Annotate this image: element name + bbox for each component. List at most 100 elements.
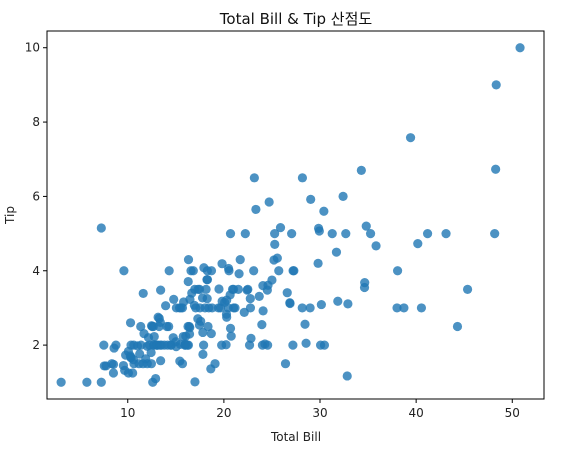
scatter-point <box>251 204 261 215</box>
scatter-point <box>333 296 343 306</box>
scatter-point <box>234 269 244 279</box>
scatter-point <box>146 359 156 369</box>
scatter-point <box>392 266 403 276</box>
scatter-point <box>249 266 259 276</box>
scatter-point <box>413 239 423 249</box>
scatter-point <box>288 340 298 350</box>
scatter-point <box>164 266 174 276</box>
scatter-point <box>491 164 501 174</box>
scatter-point <box>270 239 280 249</box>
scatter-point <box>405 133 416 143</box>
scatter-point <box>365 228 376 239</box>
scatter-point <box>214 284 224 294</box>
scatter-point <box>275 223 286 233</box>
scatter-point <box>217 259 227 269</box>
scatter-point <box>203 321 213 332</box>
scatter-point <box>399 303 409 313</box>
scatter-point <box>341 228 351 239</box>
scatter-point <box>146 347 156 358</box>
scatter-point <box>202 275 213 285</box>
scatter-point <box>222 312 232 322</box>
scatter-point <box>287 228 297 239</box>
scatter-point <box>305 303 315 313</box>
points-layer <box>56 43 525 387</box>
scatter-point <box>319 206 329 216</box>
scatter-point <box>183 276 193 287</box>
scatter-point <box>198 349 208 359</box>
scatter-point <box>490 228 500 239</box>
scatter-point <box>422 228 433 239</box>
scatter-point <box>207 303 217 313</box>
scatter-point <box>270 228 280 239</box>
scatter-point <box>230 303 240 313</box>
scatter-point <box>56 377 66 387</box>
scatter-point <box>108 359 119 370</box>
scatter-point <box>314 226 324 236</box>
scatter-point <box>235 255 245 265</box>
scatter-point <box>240 228 250 239</box>
scatter-point <box>224 266 234 276</box>
scatter-point <box>177 359 188 369</box>
scatter-point <box>202 294 212 304</box>
scatter-point <box>169 294 179 304</box>
scatter-point <box>138 288 148 299</box>
scatter-point <box>201 284 211 294</box>
scatter-point <box>289 266 299 276</box>
scatter-point <box>243 284 253 294</box>
y-tick-label: 10 <box>25 41 40 55</box>
scatter-point <box>254 291 264 302</box>
scatter-point <box>183 340 194 350</box>
scatter-point <box>356 165 366 175</box>
scatter-point <box>267 275 277 285</box>
scatter-point <box>108 368 119 378</box>
y-tick-label: 2 <box>32 338 40 352</box>
scatter-point <box>285 298 295 309</box>
scatter-point <box>194 284 205 294</box>
scatter-point <box>119 266 129 276</box>
scatter-point <box>327 228 337 239</box>
scatter-point <box>316 299 326 310</box>
scatter-point <box>319 340 330 350</box>
chart-title: Total Bill & Tip 산점도 <box>219 10 373 28</box>
scatter-point <box>221 340 231 350</box>
scatter-point <box>297 303 307 313</box>
scatter-point <box>82 377 92 387</box>
scatter-point <box>515 43 525 53</box>
scatter-point <box>282 288 292 298</box>
scatter-point <box>190 377 200 387</box>
scatter-point <box>198 327 208 338</box>
y-tick-label: 4 <box>32 264 40 278</box>
scatter-point <box>156 356 166 366</box>
scatter-point <box>342 371 352 381</box>
scatter-point <box>156 285 166 295</box>
scatter-point <box>274 266 284 276</box>
scatter-point <box>249 173 259 183</box>
scatter-point <box>331 247 342 257</box>
scatter-point <box>343 299 353 309</box>
scatter-point <box>151 373 161 384</box>
scatter-point <box>462 284 473 294</box>
scatter-point <box>338 191 348 202</box>
x-axis-ticks: 10 20 30 40 50 <box>120 399 520 420</box>
scatter-point <box>161 301 171 311</box>
scatter-point <box>361 221 371 231</box>
scatter-point <box>226 331 236 341</box>
scatter-point <box>136 321 146 332</box>
scatter-point <box>183 255 194 265</box>
scatter-point <box>225 323 236 333</box>
scatter-point <box>99 340 109 350</box>
x-tick-label: 50 <box>505 406 520 420</box>
scatter-point <box>206 266 217 276</box>
scatter-point <box>196 316 206 326</box>
scatter-point <box>245 294 255 304</box>
scatter-point <box>164 321 174 332</box>
scatter-point <box>155 317 165 328</box>
scatter-point <box>258 306 268 316</box>
scatter-point <box>257 320 267 330</box>
scatter-point <box>300 319 310 329</box>
scatter-point <box>246 333 256 344</box>
scatter-point <box>263 340 273 350</box>
scatter-point <box>199 340 209 350</box>
y-axis-label: Tip <box>3 206 17 225</box>
scatter-point <box>301 338 311 348</box>
